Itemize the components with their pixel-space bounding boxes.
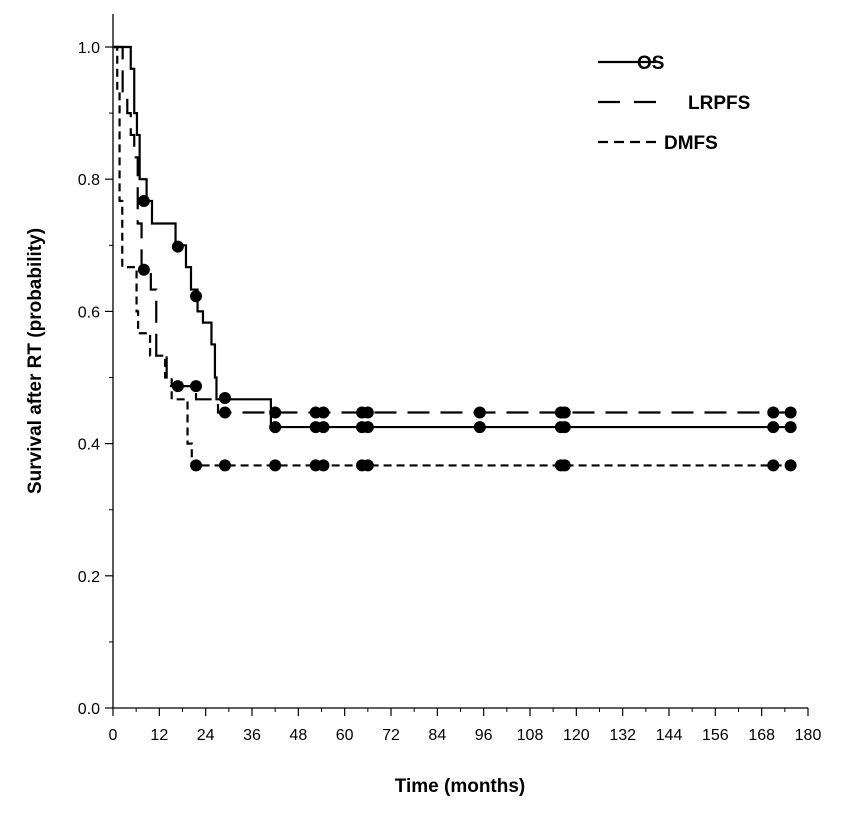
x-tick-label: 0 [109, 727, 118, 744]
series-os-censor-marker [190, 290, 203, 303]
series-os-censor-marker [558, 421, 571, 434]
x-axis-title: Time (months) [395, 776, 526, 797]
x-tick-label: 84 [428, 727, 446, 744]
series-os-censor-marker [218, 391, 231, 404]
series-lrpfs-censor-marker [784, 406, 797, 419]
x-tick-label: 120 [563, 727, 590, 744]
series-lrpfs-censor-marker [767, 406, 780, 419]
x-tick-label: 48 [289, 727, 307, 744]
series-dmfs-censor-marker [558, 459, 571, 472]
y-axis-title: Survival after RT (probability) [25, 228, 46, 494]
y-tick-label: 0.8 [78, 172, 100, 189]
series-os-line [113, 45, 793, 429]
x-tick-label: 168 [748, 727, 775, 744]
series-dmfs-censor-marker [269, 459, 282, 472]
y-tick-label: 0.4 [78, 437, 100, 454]
y-tick-label: 0.6 [78, 304, 100, 321]
series-dmfs-line [113, 45, 793, 467]
series-lrpfs-censor-marker [171, 380, 184, 393]
x-tick-label: 96 [475, 727, 493, 744]
y-tick-label: 1.0 [78, 40, 100, 57]
series-lrpfs-censor-marker [137, 263, 150, 276]
series-dmfs-censor-marker [361, 459, 374, 472]
legend: OS LRPFS DMFS [598, 53, 750, 154]
series-dmfs-censor-marker [190, 459, 203, 472]
x-tick-label: 156 [702, 727, 729, 744]
series-lrpfs-line [113, 45, 793, 414]
series-os-censor-marker [137, 195, 150, 208]
curves-layer [113, 45, 797, 472]
x-tick-label: 132 [609, 727, 636, 744]
y-tick-label: 0.2 [78, 569, 100, 586]
series-dmfs-censor-marker [218, 459, 231, 472]
ticks-layer: 0 12 24 36 48 60 72 84 96 108 120 132 144 156 168 180 0.… [78, 40, 822, 744]
x-tick-label: 180 [795, 727, 822, 744]
legend-label-dmfs: DMFS [664, 133, 718, 154]
axes-layer [112, 14, 808, 709]
series-os-censor-marker [361, 421, 374, 434]
x-tick-label: 12 [150, 727, 168, 744]
legend-label-os: OS [637, 53, 664, 74]
legend-label-lrpfs: LRPFS [688, 93, 750, 114]
series-os-censor-marker [317, 421, 330, 434]
series-dmfs-censor-marker [317, 459, 330, 472]
series-lrpfs-censor-marker [190, 380, 203, 393]
x-tick-label: 36 [243, 727, 261, 744]
series-lrpfs-censor-marker [218, 406, 231, 419]
series-dmfs-censor-marker [784, 459, 797, 472]
series-lrpfs-censor-marker [269, 406, 282, 419]
x-tick-label: 108 [517, 727, 544, 744]
x-tick-label: 144 [656, 727, 683, 744]
series-lrpfs-censor-marker [361, 406, 374, 419]
x-tick-label: 72 [382, 727, 400, 744]
series-lrpfs-censor-marker [473, 406, 486, 419]
series-lrpfs-censor-marker [317, 406, 330, 419]
series-dmfs-censor-marker [767, 459, 780, 472]
series-os-censor-marker [784, 421, 797, 434]
series-os-censor-marker [473, 421, 486, 434]
series-os-censor-marker [269, 421, 282, 434]
series-os-censor-marker [767, 421, 780, 434]
series-os-censor-marker [171, 240, 184, 253]
y-tick-label: 0.0 [78, 701, 100, 718]
x-tick-label: 24 [197, 727, 215, 744]
series-lrpfs-censor-marker [558, 406, 571, 419]
x-tick-label: 60 [336, 727, 354, 744]
